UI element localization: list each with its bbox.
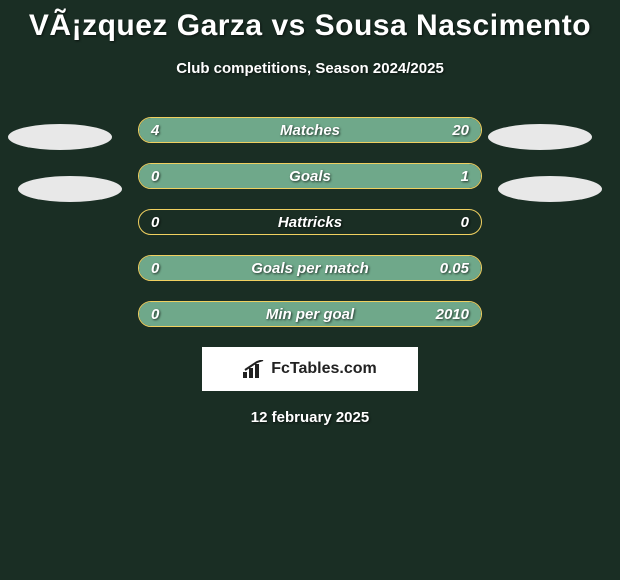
logo-text: FcTables.com xyxy=(271,360,377,378)
stat-value-right: 0.05 xyxy=(440,260,469,277)
stat-bar: 0 Min per goal 2010 xyxy=(138,301,482,327)
stat-row-min-per-goal: 0 Min per goal 2010 xyxy=(0,301,620,327)
player-badge-2 xyxy=(18,176,122,202)
stat-value-right: 1 xyxy=(461,168,469,185)
stat-bar: 0 Goals per match 0.05 xyxy=(138,255,482,281)
stat-value-left: 0 xyxy=(151,306,159,323)
stat-value-left: 0 xyxy=(151,168,159,185)
logo-box: FcTables.com xyxy=(202,347,418,391)
stat-fill-left xyxy=(139,118,196,142)
chart-icon xyxy=(243,360,265,378)
stat-value-right: 0 xyxy=(461,214,469,231)
page-subtitle: Club competitions, Season 2024/2025 xyxy=(0,60,620,77)
stat-label: Goals xyxy=(289,168,331,185)
stat-bar: 0 Hattricks 0 xyxy=(138,209,482,235)
player-badge-0 xyxy=(8,124,112,150)
stat-value-right: 2010 xyxy=(436,306,469,323)
stat-label: Goals per match xyxy=(251,260,369,277)
stat-row-hattricks: 0 Hattricks 0 xyxy=(0,209,620,235)
player-badge-3 xyxy=(498,176,602,202)
stat-row-goals-per-match: 0 Goals per match 0.05 xyxy=(0,255,620,281)
stat-label: Min per goal xyxy=(266,306,354,323)
stat-value-right: 20 xyxy=(452,122,469,139)
stat-bar: 4 Matches 20 xyxy=(138,117,482,143)
stat-label: Hattricks xyxy=(278,214,342,231)
stat-bar: 0 Goals 1 xyxy=(138,163,482,189)
stat-value-left: 4 xyxy=(151,122,159,139)
player-badge-1 xyxy=(488,124,592,150)
date-line: 12 february 2025 xyxy=(0,409,620,426)
stat-value-left: 0 xyxy=(151,214,159,231)
stat-label: Matches xyxy=(280,122,340,139)
page-title: VÃ¡zquez Garza vs Sousa Nascimento xyxy=(0,8,620,44)
stat-value-left: 0 xyxy=(151,260,159,277)
